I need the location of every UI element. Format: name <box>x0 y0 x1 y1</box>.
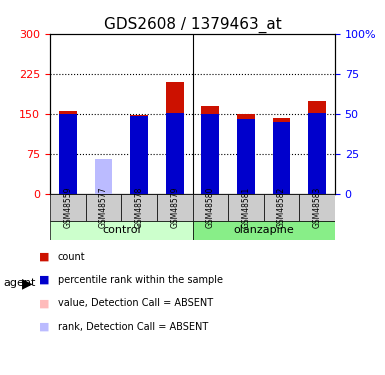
Bar <box>59 114 77 195</box>
Text: ■: ■ <box>38 275 49 285</box>
Bar <box>192 195 228 220</box>
Text: ■: ■ <box>38 298 49 308</box>
Text: ■: ■ <box>38 252 49 262</box>
Text: GSM48579: GSM48579 <box>170 187 179 228</box>
Text: agent: agent <box>4 278 36 288</box>
Bar <box>130 116 148 195</box>
Text: ▶: ▶ <box>22 276 33 290</box>
Bar <box>50 195 85 220</box>
Bar <box>300 195 335 220</box>
Bar <box>192 220 335 240</box>
Bar <box>264 195 300 220</box>
Bar <box>308 101 326 195</box>
Text: ■: ■ <box>38 322 49 332</box>
Bar <box>273 122 290 195</box>
Bar <box>50 220 192 240</box>
Text: percentile rank within the sample: percentile rank within the sample <box>58 275 223 285</box>
Bar <box>95 169 112 195</box>
Text: GSM48577: GSM48577 <box>99 187 108 228</box>
Text: GSM48581: GSM48581 <box>241 187 250 228</box>
Text: GSM48580: GSM48580 <box>206 187 215 228</box>
Bar <box>228 195 264 220</box>
Bar <box>273 118 290 195</box>
Bar <box>121 195 157 220</box>
Text: value, Detection Call = ABSENT: value, Detection Call = ABSENT <box>58 298 213 308</box>
Bar <box>201 114 219 195</box>
Bar <box>308 112 326 195</box>
Text: olanzapine: olanzapine <box>233 225 294 236</box>
Text: control: control <box>102 225 141 236</box>
Text: GDS2608 / 1379463_at: GDS2608 / 1379463_at <box>104 17 281 33</box>
Text: GSM48559: GSM48559 <box>64 187 72 228</box>
Bar <box>237 114 255 195</box>
Bar <box>237 119 255 195</box>
Bar <box>130 115 148 195</box>
Bar <box>59 111 77 195</box>
Bar <box>157 195 192 220</box>
Bar <box>201 106 219 195</box>
Text: GSM48582: GSM48582 <box>277 187 286 228</box>
Text: GSM48583: GSM48583 <box>313 187 321 228</box>
Bar <box>166 112 184 195</box>
Bar <box>166 82 184 195</box>
Text: count: count <box>58 252 85 262</box>
Text: GSM48578: GSM48578 <box>135 187 144 228</box>
Bar <box>95 159 112 195</box>
Bar <box>85 195 121 220</box>
Text: rank, Detection Call = ABSENT: rank, Detection Call = ABSENT <box>58 322 208 332</box>
